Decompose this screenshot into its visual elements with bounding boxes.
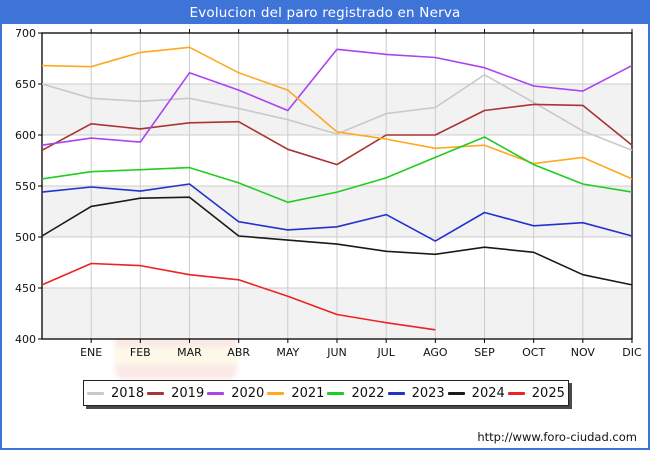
x-axis-label: ENE <box>80 346 102 359</box>
page-title: Evolucion del paro registrado en Nerva <box>189 5 461 21</box>
series-line-2019 <box>41 103 633 166</box>
legend-item-2020: 2020 <box>207 386 264 401</box>
x-axis-label: SEP <box>474 346 495 359</box>
plot-frame <box>41 32 633 340</box>
legend-swatch <box>447 391 465 395</box>
footer-url[interactable]: http://www.foro-ciudad.com <box>477 430 637 444</box>
legend-swatch <box>507 391 525 395</box>
y-axis-label: 650 <box>15 78 36 91</box>
series-line-2018 <box>41 74 633 152</box>
legend-label: 2025 <box>531 385 565 401</box>
x-axis-label: DIC <box>622 346 642 359</box>
legend-swatch <box>267 391 285 395</box>
series-line-2025 <box>41 262 436 331</box>
series-line-2022 <box>41 136 633 204</box>
legend-item-2021: 2021 <box>267 386 324 401</box>
series-line-2020 <box>41 48 633 146</box>
legend-swatch <box>147 391 165 395</box>
legend-swatch <box>87 391 105 395</box>
legend-item-2018: 2018 <box>87 386 144 401</box>
legend-label: 2019 <box>171 385 205 401</box>
y-axis-label: 400 <box>15 333 36 346</box>
series-line-2021 <box>41 46 633 180</box>
legend-item-2022: 2022 <box>327 385 385 401</box>
x-axis-label: OCT <box>522 346 545 359</box>
legend-label: 2021 <box>291 385 325 401</box>
legend-label: 2023 <box>411 385 445 401</box>
legend-label: 2018 <box>111 385 145 401</box>
legend: 2018 2019 2020 2021 2022 2023 2024 2025 <box>83 380 569 406</box>
plot-band <box>42 84 632 135</box>
y-axis-label: 600 <box>15 129 36 142</box>
x-axis-label: NOV <box>571 346 596 359</box>
plot-band <box>42 237 632 288</box>
y-axis-label: 550 <box>15 180 36 193</box>
x-axis-label: JUN <box>326 346 347 359</box>
foro-ciudad-watermark <box>115 333 237 379</box>
plot-band <box>42 186 632 237</box>
legend-label: 2022 <box>351 385 385 401</box>
y-axis-label: 450 <box>15 282 36 295</box>
legend-item-2023: 2023 <box>387 385 445 401</box>
x-axis-label: MAY <box>276 346 299 359</box>
x-axis-label: JUL <box>376 346 395 359</box>
legend-swatch <box>207 391 225 395</box>
series-line-2024 <box>41 196 633 286</box>
legend-swatch <box>327 391 345 395</box>
series-line-2023 <box>41 183 633 242</box>
plot-band <box>42 33 632 84</box>
legend-item-2025: 2025 <box>507 385 565 401</box>
legend-label: 2024 <box>471 385 505 401</box>
plot-band <box>42 135 632 186</box>
legend-label: 2020 <box>231 385 265 401</box>
legend-item-2019: 2019 <box>147 386 204 401</box>
plot-band <box>42 288 632 339</box>
y-axis-label: 700 <box>15 27 36 40</box>
y-axis-label: 500 <box>15 231 36 244</box>
legend-swatch <box>387 391 405 395</box>
title-bar: Evolucion del paro registrado en Nerva <box>2 2 648 24</box>
x-axis-label: AGO <box>423 346 448 359</box>
legend-item-2024: 2024 <box>447 385 505 401</box>
